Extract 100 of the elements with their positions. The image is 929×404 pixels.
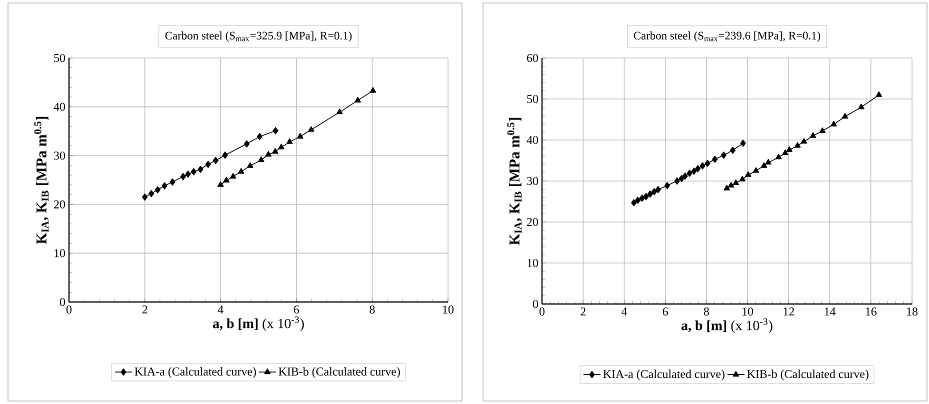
point (244, 140, 250, 148)
y-tick-label: 60 (527, 54, 538, 62)
x-tick-label: 12 (784, 308, 794, 316)
point (745, 171, 752, 177)
point (354, 96, 361, 102)
point (651, 188, 658, 196)
point (162, 182, 168, 190)
point (230, 172, 236, 179)
point (664, 182, 670, 190)
chart-title: Carbon steel (S$_{max}$=239.6 [MPa], R=0.1) (634, 31, 820, 42)
point (198, 166, 204, 173)
legend-label: KIA-a (Calculated curve) (603, 370, 724, 381)
point (635, 196, 641, 204)
point (730, 146, 736, 154)
point (686, 170, 692, 177)
point (691, 168, 697, 175)
point (765, 158, 772, 165)
point (370, 87, 376, 93)
point (222, 152, 228, 159)
point (336, 108, 343, 114)
point (142, 193, 148, 201)
y-tick-label: 50 (527, 94, 538, 104)
point (286, 138, 293, 144)
point (775, 154, 782, 160)
point (678, 174, 684, 182)
point (830, 120, 837, 126)
point (695, 165, 701, 172)
point (712, 156, 718, 163)
point (700, 162, 706, 170)
point (794, 142, 801, 148)
point (800, 138, 808, 144)
point (760, 162, 768, 168)
x-tick-label: 0 (539, 308, 545, 316)
x-tick-label: 4 (218, 306, 224, 314)
point (739, 176, 746, 182)
point (728, 182, 734, 188)
point (740, 140, 746, 147)
point (724, 184, 730, 190)
point (782, 150, 788, 156)
y-axis-title: K$_{IA}$, K$_{IB}$ [MPa m$^{0.5}$] (34, 116, 49, 244)
y-tick-label: 30 (527, 176, 538, 186)
x-tick-label: 8 (370, 306, 375, 314)
y-tick-label: 0 (60, 298, 66, 306)
legend-label: KIB-b (Calculated curve) (747, 370, 868, 381)
point (148, 190, 154, 198)
point (639, 194, 645, 202)
point (819, 127, 826, 133)
point (170, 178, 176, 186)
point (704, 160, 710, 167)
x-tick-label: 2 (580, 308, 586, 316)
point (272, 127, 278, 134)
x-axis-title: a, b [m] (x 10$^{-3}$) (682, 318, 772, 334)
x-axis-title: a, b [m] (x 10$^{-3}$) (212, 316, 304, 332)
point (190, 168, 196, 176)
point (217, 181, 224, 187)
y-tick-label: 40 (54, 102, 66, 111)
point (752, 167, 760, 173)
y-tick-label: 40 (526, 136, 538, 144)
chart-title: Carbon steel (S$_{max}$=325.9 [MPa], R=0.1) (165, 31, 352, 42)
point (732, 179, 740, 186)
y-tick-label: 20 (54, 200, 66, 208)
point (223, 176, 230, 182)
point (154, 186, 160, 194)
y-tick-label: 30 (54, 152, 66, 160)
y-axis-title: K$_{IA}$, K$_{IB}$ [MPa m$^{0.5}$] (507, 118, 522, 246)
point (786, 146, 792, 152)
point (720, 152, 727, 159)
x-tick-label: 6 (294, 306, 300, 314)
point (246, 162, 254, 168)
point (272, 148, 278, 154)
point (258, 156, 264, 162)
x-tick-label: 4 (621, 308, 628, 316)
x-tick-label: 8 (704, 308, 709, 316)
x-tick-label: 18 (907, 308, 918, 316)
point (858, 104, 864, 110)
y-tick-label: 20 (527, 218, 538, 226)
point (655, 186, 661, 194)
point (631, 199, 637, 206)
point (876, 91, 882, 97)
point (297, 132, 304, 139)
x-tick-label: 6 (662, 308, 668, 316)
x-tick-label: 0 (66, 306, 72, 314)
x-tick-label: 16 (866, 308, 877, 316)
y-tick-label: 50 (54, 54, 66, 62)
point (308, 126, 314, 132)
point (647, 190, 653, 198)
x-tick-label: 10 (443, 306, 454, 314)
y-tick-label: 10 (528, 258, 538, 268)
point (180, 172, 186, 180)
point (212, 156, 218, 164)
point (265, 151, 272, 157)
legend-label: KIB-b (Calculated curve) (278, 367, 400, 378)
point (842, 113, 848, 119)
point (205, 160, 211, 168)
x-tick-label: 10 (742, 308, 754, 316)
point (643, 192, 649, 200)
x-tick-label: 14 (824, 308, 836, 316)
point (674, 177, 680, 185)
point (185, 170, 191, 178)
point (682, 172, 688, 180)
